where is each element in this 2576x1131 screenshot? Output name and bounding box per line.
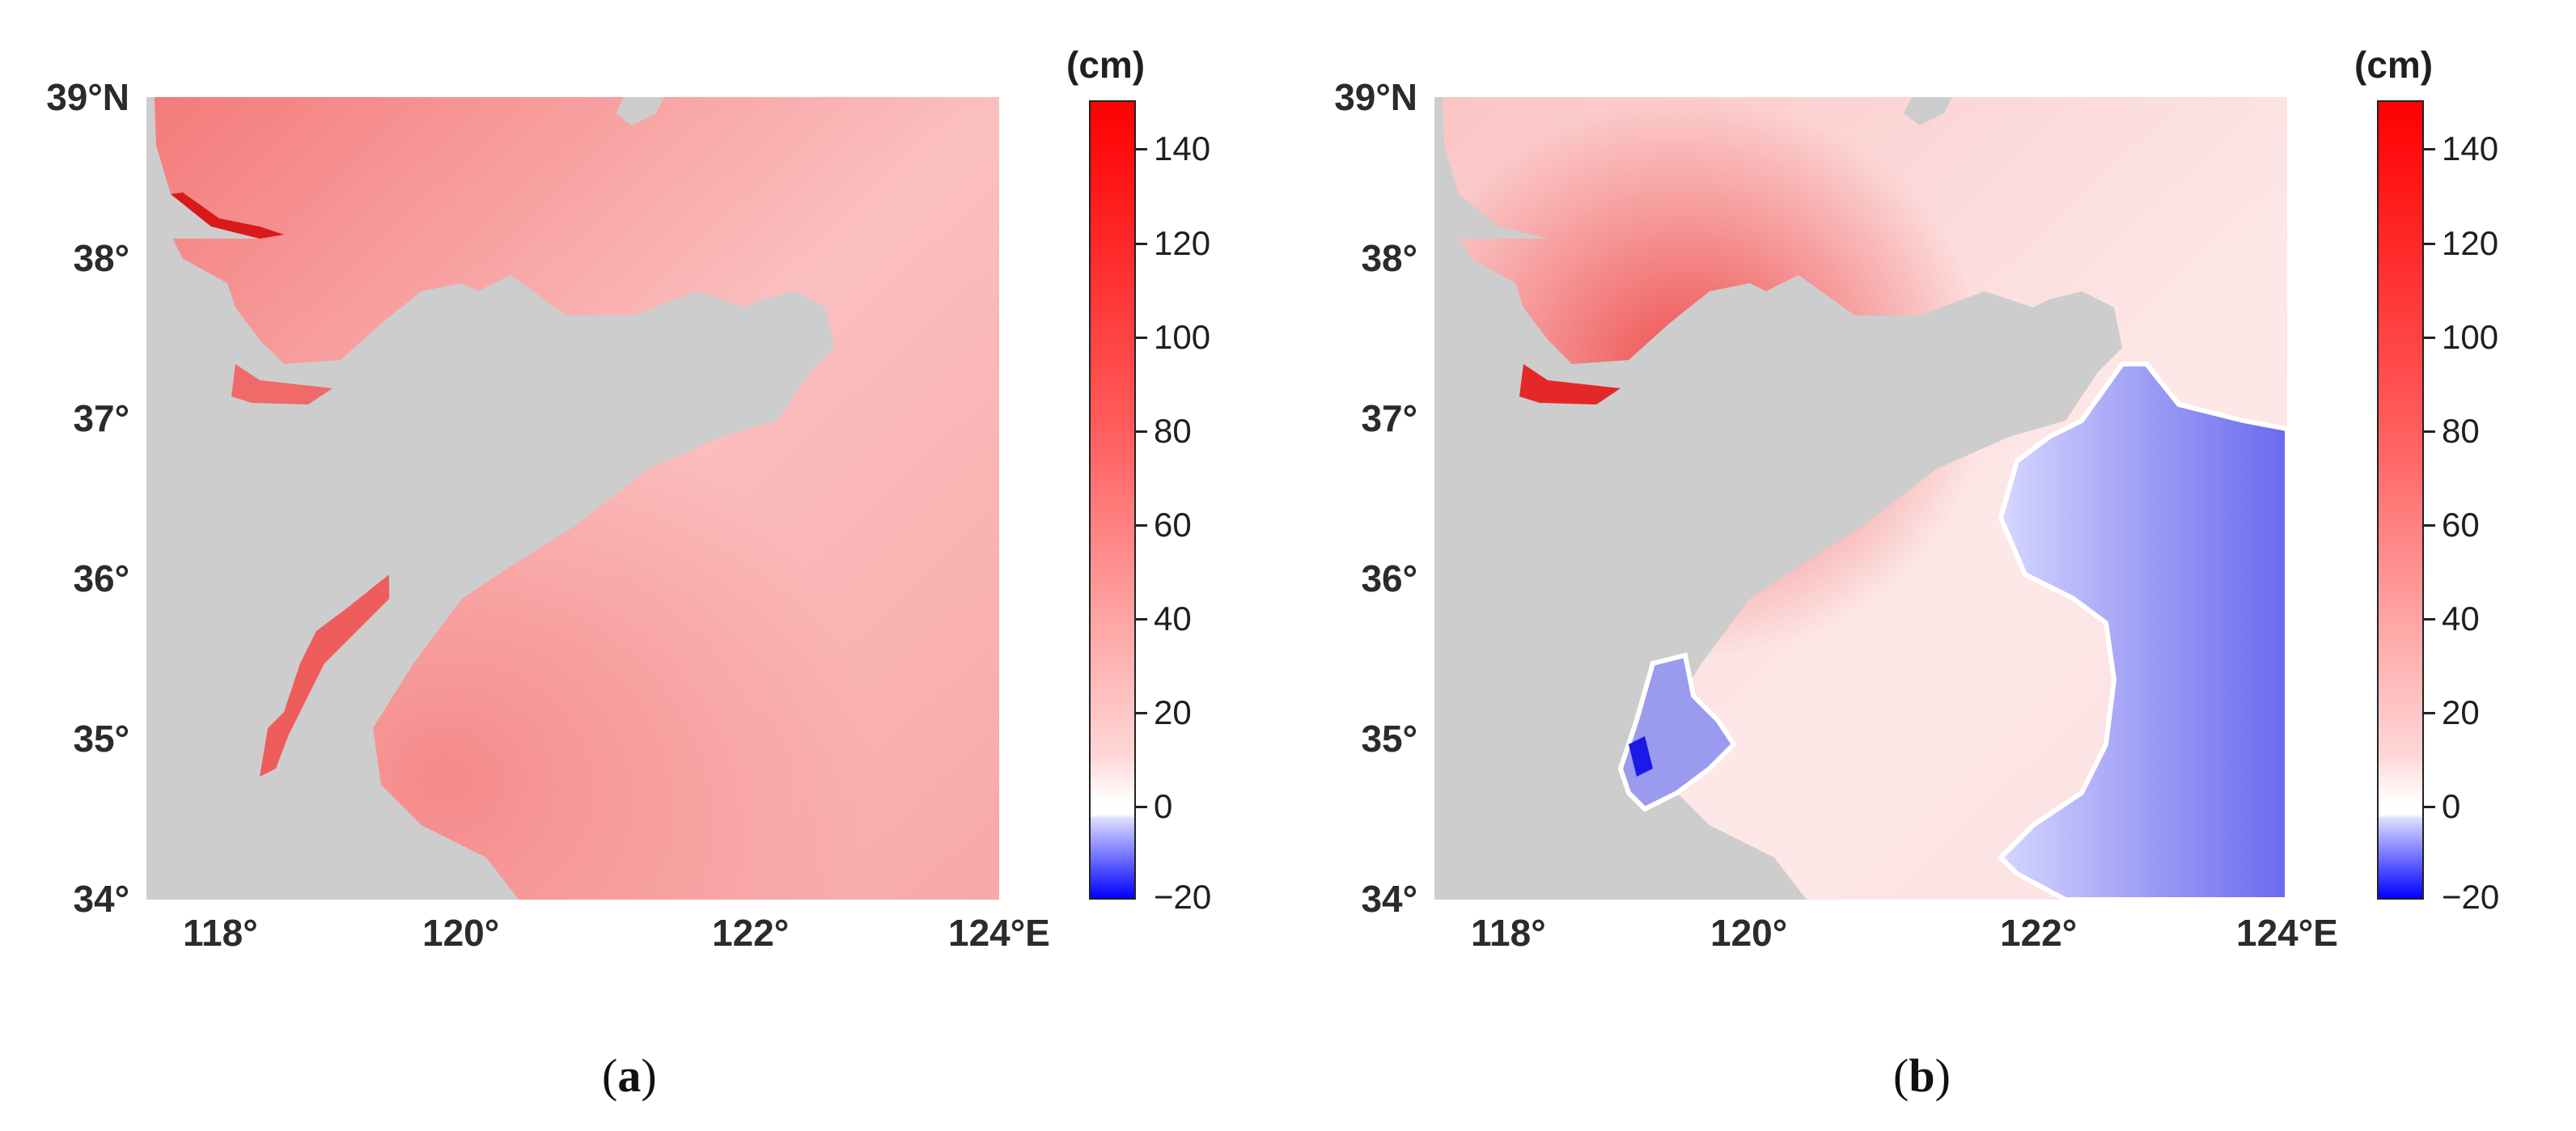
sea-level-map-a [146,97,999,900]
map-graphic-a [146,97,999,900]
sea-level-map-b [1434,97,2287,900]
lat-label-39: 39°N [46,76,129,118]
colorbar-tick-120: 120 [1154,224,1211,262]
colorbar-unit: (cm) [1066,44,1146,86]
lat-label-34: 34° [1361,878,1417,920]
colorbar-tick-120: 120 [2442,224,2499,262]
colorbar-tick-40: 40 [2442,599,2480,638]
lon-label-118: 118° [1471,912,1546,954]
colorbar [1089,100,1136,900]
panel-a: 39°N 38° 37° 36° 35° 34° [46,44,1212,1102]
caption-b: (b) [1893,1049,1951,1102]
colorbar-tick-neg20: −20 [1154,878,1212,916]
lon-label-120: 120° [1710,912,1788,954]
caption-a: (a) [602,1049,657,1102]
colorbar-tick-60: 60 [1154,506,1192,544]
colorbar-tick-20: 20 [2442,693,2480,731]
map-graphic-b [1434,97,2287,900]
lat-label-38: 38° [1361,237,1417,279]
panel-b: 39°N 38° 37° 36° 35° 34° [1288,0,2576,1131]
lon-label-120: 120° [422,912,500,954]
lon-label-124: 124°E [2236,912,2338,954]
colorbar-tick-100: 100 [1154,318,1211,356]
colorbar-tick-80: 80 [2442,412,2480,450]
colorbar [2377,100,2424,900]
colorbar-tick-140: 140 [2442,129,2499,167]
lon-label-124: 124°E [948,912,1050,954]
lat-label-34: 34° [73,878,129,920]
colorbar-unit: (cm) [2354,44,2434,86]
lat-label-38: 38° [73,237,129,279]
lat-label-39: 39°N [1334,76,1417,118]
colorbar-tick-100: 100 [2442,318,2499,356]
colorbar-tick-neg20: −20 [2442,878,2500,916]
lon-label-122: 122° [712,912,790,954]
lat-label-35: 35° [73,718,129,760]
lat-label-37: 37° [1361,397,1417,439]
colorbar-tick-140: 140 [1154,129,1211,167]
colorbar-tick-0: 0 [2442,787,2461,825]
colorbar-tick-60: 60 [2442,506,2480,544]
colorbar-tick-40: 40 [1154,599,1192,638]
colorbar-tick-80: 80 [1154,412,1192,450]
lat-label-37: 37° [73,397,129,439]
lon-label-118: 118° [183,912,258,954]
lat-label-36: 36° [73,557,129,599]
lat-label-35: 35° [1361,718,1417,760]
lat-label-36: 36° [1361,557,1417,599]
colorbar-tick-0: 0 [1154,787,1173,825]
colorbar-tick-20: 20 [1154,693,1192,731]
lon-label-122: 122° [2000,912,2078,954]
